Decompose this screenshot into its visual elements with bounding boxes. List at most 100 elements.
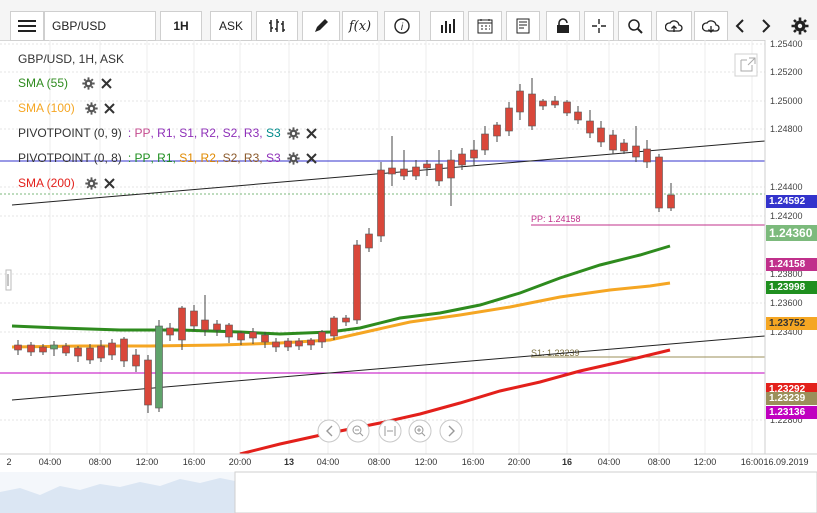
- scroll-right-button[interactable]: [754, 11, 778, 41]
- chart-type-button[interactable]: [256, 11, 298, 41]
- candle[interactable]: [144, 355, 152, 413]
- legend-pivot-8-settings[interactable]: [286, 151, 300, 165]
- candle[interactable]: [563, 100, 571, 116]
- candle[interactable]: [597, 121, 605, 147]
- legend-sma-55-settings[interactable]: [82, 76, 95, 90]
- volume-button[interactable]: [430, 11, 464, 41]
- timeframe-button[interactable]: 1H: [160, 11, 202, 41]
- candle[interactable]: [50, 341, 58, 356]
- navigator-window[interactable]: [234, 471, 817, 513]
- candle[interactable]: [14, 340, 22, 355]
- candle[interactable]: [643, 140, 651, 168]
- candle[interactable]: [166, 323, 174, 341]
- candle[interactable]: [284, 338, 292, 351]
- price-side-button[interactable]: ASK: [210, 11, 252, 41]
- zoom-button[interactable]: [618, 11, 652, 41]
- candle[interactable]: [39, 344, 47, 355]
- candle[interactable]: [307, 338, 315, 350]
- candle[interactable]: [120, 337, 128, 367]
- legend-sma-100-remove[interactable]: [103, 102, 115, 114]
- candle[interactable]: [609, 130, 617, 154]
- nav-prev-button[interactable]: [317, 419, 341, 443]
- candle[interactable]: [190, 305, 198, 331]
- candle[interactable]: [400, 150, 408, 180]
- calendar-button[interactable]: [468, 11, 502, 41]
- left-scroll-handle[interactable]: [5, 269, 12, 291]
- candle[interactable]: [213, 320, 221, 336]
- candle[interactable]: [261, 332, 269, 348]
- candle[interactable]: [342, 315, 350, 326]
- popout-button[interactable]: [734, 53, 758, 77]
- nav-next-button[interactable]: [439, 419, 463, 443]
- candle[interactable]: [62, 343, 70, 356]
- candle[interactable]: [412, 160, 420, 180]
- candle[interactable]: [493, 122, 501, 142]
- candle[interactable]: [365, 228, 373, 252]
- candle[interactable]: [225, 323, 233, 343]
- candle[interactable]: [27, 342, 35, 356]
- candle[interactable]: [528, 78, 536, 130]
- lower-trendline[interactable]: [11, 335, 766, 401]
- legend-pivot-8-remove[interactable]: [305, 152, 317, 164]
- price-chart[interactable]: PP: 1.24158 S1: 1.23239 1.254001.252001.…: [0, 40, 817, 513]
- sma-200-line[interactable]: [239, 348, 671, 456]
- zoom-in-button[interactable]: [408, 419, 432, 443]
- legend-sma-55-remove[interactable]: [101, 77, 112, 89]
- candle[interactable]: [458, 148, 466, 170]
- candle[interactable]: [423, 160, 431, 176]
- candle[interactable]: [539, 99, 547, 110]
- candle[interactable]: [377, 162, 385, 242]
- candle[interactable]: [201, 295, 209, 336]
- symbol-selector[interactable]: GBP/USD: [44, 11, 156, 41]
- candle[interactable]: [551, 96, 559, 108]
- candle[interactable]: [435, 150, 443, 186]
- candle[interactable]: [516, 84, 524, 120]
- legend-pivot-9-settings[interactable]: [286, 126, 300, 140]
- legend-sma-200-settings[interactable]: [85, 176, 98, 190]
- draw-tool-button[interactable]: [302, 11, 340, 41]
- candle[interactable]: [330, 316, 338, 340]
- candle[interactable]: [667, 183, 675, 211]
- download-button[interactable]: [694, 11, 728, 41]
- reset-zoom-button[interactable]: [378, 419, 402, 443]
- candle[interactable]: [574, 106, 582, 124]
- news-button[interactable]: [506, 11, 540, 41]
- info-button[interactable]: i: [384, 11, 420, 41]
- candle[interactable]: [586, 110, 594, 138]
- legend-sma-100-settings[interactable]: [85, 101, 98, 115]
- candle[interactable]: [295, 338, 303, 350]
- zoom-out-button[interactable]: [346, 419, 370, 443]
- candle[interactable]: [318, 330, 326, 348]
- candle[interactable]: [353, 240, 361, 324]
- candle[interactable]: [237, 331, 245, 345]
- candle[interactable]: [632, 126, 640, 162]
- candle[interactable]: [447, 150, 455, 206]
- sma-55-line[interactable]: [11, 244, 671, 336]
- upload-button[interactable]: [656, 11, 692, 41]
- crosshair-button[interactable]: [584, 11, 614, 41]
- indicators-button[interactable]: f(x): [342, 11, 378, 41]
- menu-button[interactable]: [10, 11, 44, 41]
- candle[interactable]: [97, 340, 105, 362]
- candle[interactable]: [655, 154, 663, 212]
- candle[interactable]: [481, 126, 489, 155]
- lock-button[interactable]: [546, 11, 580, 41]
- candle[interactable]: [86, 344, 94, 364]
- candle[interactable]: [505, 102, 513, 136]
- sma-100-line[interactable]: [11, 281, 671, 349]
- candle[interactable]: [470, 140, 478, 165]
- legend-sma-200-remove[interactable]: [103, 177, 115, 189]
- candle[interactable]: [249, 328, 257, 344]
- candle[interactable]: [620, 139, 628, 154]
- settings-button[interactable]: [786, 11, 814, 41]
- legend-pivot-9-remove[interactable]: [305, 127, 317, 139]
- candle[interactable]: [132, 349, 140, 372]
- chart-area[interactable]: PP: 1.24158 S1: 1.23239 1.25400 1.25200 1.…: [0, 40, 817, 513]
- candle[interactable]: [108, 339, 116, 360]
- candle[interactable]: [388, 136, 396, 186]
- candle[interactable]: [155, 320, 163, 412]
- candle[interactable]: [272, 338, 280, 352]
- candle[interactable]: [178, 306, 186, 350]
- candlesticks[interactable]: [14, 78, 675, 413]
- candle[interactable]: [74, 346, 82, 362]
